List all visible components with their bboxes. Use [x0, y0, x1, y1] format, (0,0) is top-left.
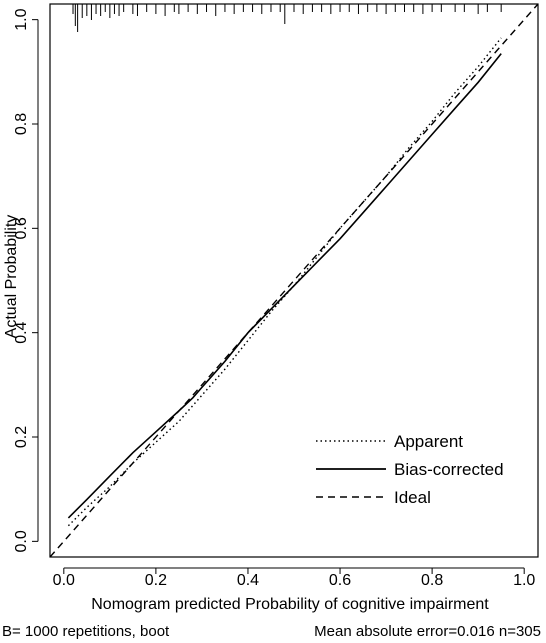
x-tick-label: 0.2 [145, 572, 167, 589]
x-tick-label: 1.0 [513, 572, 535, 589]
y-tick-label: 0.6 [13, 217, 30, 239]
series-line-ideal [49, 3, 539, 558]
x-tick-label: 0.0 [53, 572, 75, 589]
y-tick-label: 1.0 [13, 8, 30, 30]
y-axis-title: Actual Probability [3, 215, 20, 339]
x-axis-title: Nomogram predicted Probability of cognit… [91, 596, 489, 613]
axes: 0.0 0.2 0.4 0.6 0.8 1.0 0.0 0.2 0.4 0.6 0.8 1.0 [13, 3, 539, 589]
y-tick-label: 0.0 [13, 530, 30, 552]
legend-apparent-label: Apparent [394, 432, 463, 451]
footer-left-note: B= 1000 repetitions, boot [2, 623, 170, 640]
rug-marks [72, 4, 502, 32]
series-line-bias-corrected [67, 53, 502, 519]
y-tick-label: 0.8 [13, 113, 30, 135]
legend: Apparent Bias-corrected Ideal [316, 432, 504, 507]
y-tick-label: 0.2 [13, 426, 30, 448]
y-tick-label: 0.4 [13, 321, 30, 343]
series-lines [49, 3, 539, 558]
x-tick-label: 0.6 [329, 572, 351, 589]
legend-bias-corrected-label: Bias-corrected [394, 460, 504, 479]
series-line-apparent [67, 37, 502, 527]
x-tick-label: 0.4 [237, 572, 259, 589]
footer-right-note: Mean absolute error=0.016 n=305 [314, 623, 541, 640]
x-tick-label: 0.8 [421, 572, 443, 589]
legend-ideal-label: Ideal [394, 488, 431, 507]
